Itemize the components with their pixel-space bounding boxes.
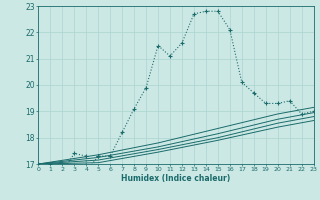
X-axis label: Humidex (Indice chaleur): Humidex (Indice chaleur) (121, 174, 231, 183)
